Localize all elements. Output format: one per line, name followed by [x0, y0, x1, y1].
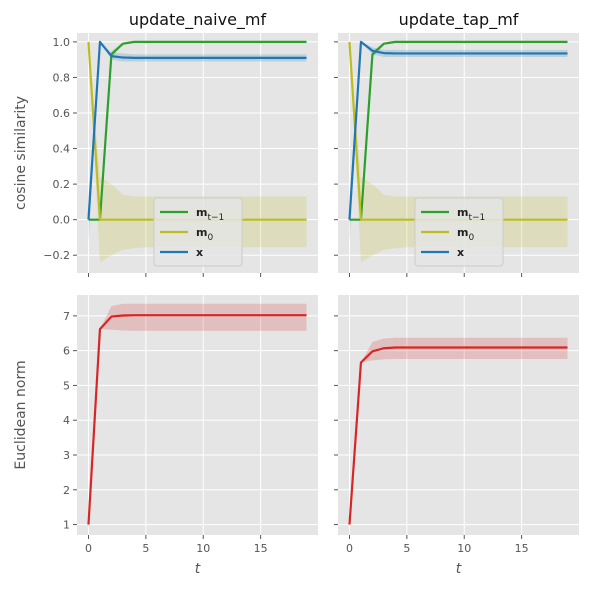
y-tick-label: 6 [63, 345, 70, 358]
x-tick-label: 0 [346, 542, 353, 555]
y-axis-label: Euclidean norm [13, 360, 29, 469]
legend-entry-name: m [457, 226, 468, 239]
legend-entry-subscript: t−1 [468, 213, 485, 223]
panel-3: 0 5 10 15 t [334, 295, 579, 577]
panel-2: 0 5 10 15 1 2 3 4 5 6 7 t Euclidean norm [13, 295, 318, 577]
legend-entry-name: x [196, 246, 203, 259]
x-tick-label: 0 [85, 542, 92, 555]
x-tick-label: 5 [142, 542, 149, 555]
y-axis-label: cosine similarity [13, 96, 29, 210]
legend [153, 197, 243, 267]
legend-entry-2: x [457, 246, 464, 259]
series-line-2 [348, 40, 568, 220]
confidence-band-0 [349, 337, 568, 525]
series-line-0 [88, 40, 307, 221]
legend-entry-0: mt−1 [196, 206, 224, 223]
legend-entry-2: x [196, 246, 203, 259]
legend-entry-name: m [457, 206, 468, 219]
legend [414, 197, 504, 267]
y-tick-label: 3 [63, 449, 70, 462]
plot-area [87, 303, 307, 525]
plot-area [348, 337, 568, 525]
y-tick-label: −0.2 [43, 249, 70, 262]
plot-background [338, 295, 579, 535]
x-tick-label: 15 [515, 542, 529, 555]
legend-entry-0: mt−1 [457, 206, 485, 223]
series-line-2 [87, 40, 307, 220]
y-tick-label: 5 [63, 379, 70, 392]
y-tick-label: 0.2 [53, 178, 71, 191]
plot-background [77, 295, 318, 535]
legend-entry-subscript: t−1 [207, 213, 224, 223]
legend-entry-name: m [196, 226, 207, 239]
legend-entry-name: x [457, 246, 464, 259]
y-tick-label: 1 [63, 519, 70, 532]
confidence-band-0 [88, 303, 307, 525]
y-tick-label: 4 [63, 414, 70, 427]
confidence-band-1 [88, 41, 307, 263]
panel-title: update_naive_mf [129, 10, 267, 30]
panel-title: update_tap_mf [399, 10, 519, 30]
series-line-0 [348, 346, 568, 525]
y-tick-label: 0.8 [53, 71, 71, 84]
y-tick-label: 0.0 [53, 214, 71, 227]
y-tick-label: 2 [63, 484, 70, 497]
legend-entry-subscript: 0 [468, 233, 474, 243]
x-tick-label: 10 [196, 542, 210, 555]
legend-entry-1: m0 [457, 226, 474, 243]
x-tick-label: 10 [457, 542, 471, 555]
x-tick-label: 5 [403, 542, 410, 555]
x-axis-label: t [456, 561, 462, 577]
y-tick-label: 1.0 [53, 36, 71, 49]
series-line-0 [87, 314, 307, 525]
x-tick-label: 15 [254, 542, 268, 555]
x-axis-label: t [195, 561, 201, 577]
y-tick-label: 0.4 [53, 143, 71, 156]
legend-entry-name: m [196, 206, 207, 219]
legend-entry-1: m0 [196, 226, 213, 243]
legend-entry-subscript: 0 [207, 233, 213, 243]
y-tick-label: 7 [63, 310, 70, 323]
panel-0: −0.2 0.0 0.2 0.4 0.6 0.8 1.0 update_naive_mfcos… [13, 10, 318, 277]
y-tick-label: 0.6 [53, 107, 71, 120]
series-line-0 [349, 40, 568, 221]
confidence-band-1 [349, 41, 568, 263]
